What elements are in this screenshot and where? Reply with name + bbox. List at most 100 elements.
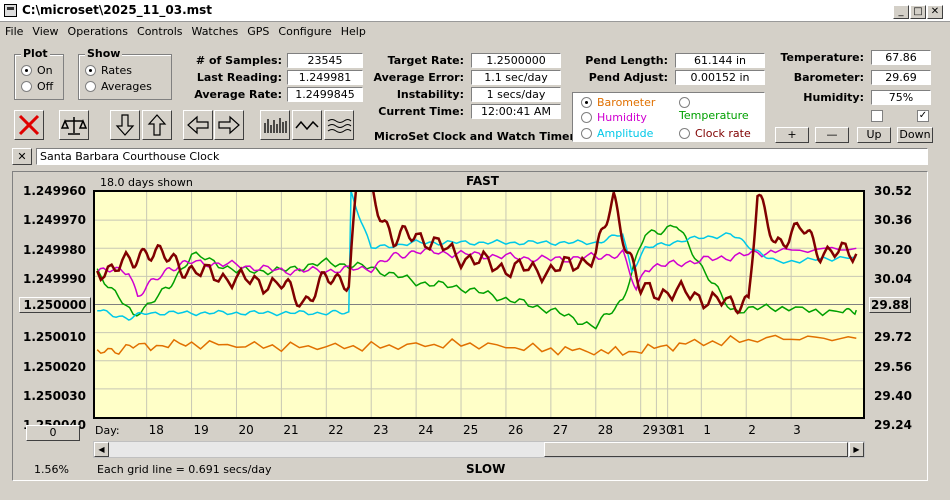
scroll-right-button[interactable]: ▶ [849, 442, 864, 457]
scroll-left-button[interactable]: ◀ [94, 442, 109, 457]
y-left-tick: 1.249980 [22, 242, 86, 257]
plot-group: Plot On Off [14, 47, 64, 100]
y-left-tick: 1.250010 [22, 330, 86, 345]
instability-value: 1 secs/day [471, 87, 561, 102]
minimize-button[interactable]: _ [893, 5, 909, 19]
center-sensor-button[interactable]: 29.88 [869, 297, 911, 313]
y-right-tick: 30.36 [874, 213, 912, 228]
target-rate-value: 1.2500000 [471, 53, 561, 68]
time-scrollbar[interactable]: ◀ ▶ [93, 441, 865, 458]
left-arrow-button[interactable] [183, 110, 213, 140]
show-rates-radio[interactable]: Rates [85, 64, 132, 77]
x-day-tick: 20 [238, 423, 254, 437]
x-day-tick: 19 [193, 423, 209, 437]
menu-file[interactable]: File [5, 25, 24, 38]
y-left-tick: 1.249960 [22, 184, 86, 198]
menu-configure[interactable]: Configure [278, 25, 332, 38]
arrow-left-icon [187, 115, 209, 135]
x-day-tick: 24 [418, 423, 434, 437]
scale-minus-button[interactable]: — [815, 127, 849, 143]
option-checkbox-2[interactable]: ✓ [917, 110, 929, 122]
series-line-0 [96, 334, 857, 357]
menu-operations[interactable]: Operations [67, 25, 129, 38]
barometer-value: 29.69 [871, 70, 931, 85]
average-error-label: Average Error: [373, 71, 464, 84]
menu-watches[interactable]: Watches [191, 25, 239, 38]
x-day-tick: 26 [507, 423, 524, 437]
pend-adjust-value: 0.00152 in [675, 70, 765, 85]
down-arrow-button[interactable] [110, 110, 140, 140]
x-day-tick: 29 [642, 423, 658, 437]
sensor-amplitude-radio[interactable]: Amplitude [581, 127, 653, 140]
balance-button[interactable] [59, 110, 89, 140]
sensor-temperature-radio[interactable]: Temperature [679, 96, 764, 122]
y-right-tick: 30.20 [874, 242, 912, 257]
scale-down-button[interactable]: Down [897, 127, 933, 143]
wave-view-button[interactable] [324, 110, 354, 140]
series-line-2 [96, 246, 857, 298]
plot-on-radio[interactable]: On [21, 64, 53, 77]
scale-up-button[interactable]: Up [857, 127, 891, 143]
humidity-value: 75% [871, 90, 931, 105]
offset-button[interactable]: 0 [26, 425, 80, 441]
arrow-up-icon [147, 114, 167, 136]
menu-view[interactable]: View [32, 25, 59, 38]
menu-controls[interactable]: Controls [137, 25, 183, 38]
sensor-clock-rate-radio[interactable]: Clock rate [679, 127, 751, 140]
close-window-button[interactable]: ✕ [927, 5, 943, 19]
y-left-tick: 1.250020 [22, 359, 86, 374]
show-averages-radio[interactable]: Averages [85, 80, 152, 93]
scroll-thumb[interactable] [544, 442, 848, 457]
last-reading-label: Last Reading: [196, 71, 282, 84]
plot-off-radio[interactable]: Off [21, 80, 53, 93]
temperature-value: 67.86 [871, 50, 931, 65]
up-arrow-button[interactable] [142, 110, 172, 140]
days-shown-label: 18.0 days shown [100, 176, 193, 189]
target-rate-label: Target Rate: [387, 54, 464, 67]
samples-value: 23545 [287, 53, 363, 68]
average-rate-value: 1.2499845 [287, 87, 363, 102]
plot-group-label: Plot [21, 47, 50, 60]
close-clock-button[interactable]: ✕ [12, 148, 32, 165]
sensor-barometer-radio[interactable]: Barometer [581, 96, 655, 109]
center-rate-button[interactable]: 1.250000 [19, 297, 91, 313]
x-day-tick: 1 [703, 423, 711, 437]
current-time-label: Current Time: [378, 105, 464, 118]
clock-name-field[interactable]: Santa Barbara Courthouse Clock [36, 148, 928, 165]
average-error-value: 1.1 sec/day [471, 70, 561, 85]
maximize-button[interactable]: □ [910, 5, 926, 19]
samples-label: # of Samples: [195, 54, 282, 67]
sensor-humidity-radio[interactable]: Humidity [581, 111, 647, 124]
y-right-tick: 30.52 [874, 184, 912, 198]
scale-plus-button[interactable]: + [775, 127, 809, 143]
menu-gps[interactable]: GPS [247, 25, 270, 38]
right-arrow-button[interactable] [214, 110, 244, 140]
pend-length-label: Pend Length: [585, 54, 668, 67]
fast-label: FAST [466, 174, 499, 188]
x-day-tick: 22 [328, 423, 344, 437]
menu-help[interactable]: Help [340, 25, 366, 38]
line-chart-icon [295, 120, 319, 131]
show-group: Show Rates Averages [78, 47, 172, 100]
option-checkbox-1[interactable] [871, 110, 883, 122]
x-day-tick: 27 [552, 423, 569, 437]
clear-button[interactable] [14, 110, 44, 140]
y-left-tick: 1.249990 [22, 271, 86, 286]
series-line-3 [97, 192, 857, 321]
barometer-label: Barometer: [793, 71, 864, 84]
wave-icon [327, 119, 352, 133]
x-day-tick: 31 [669, 423, 685, 437]
x-day-tick: 30 [658, 423, 674, 437]
line-view-button[interactable] [292, 110, 322, 140]
day-axis-label: Day: [95, 424, 120, 437]
y-right-tick: 29.40 [874, 388, 912, 403]
bar-view-button[interactable] [260, 110, 290, 140]
temperature-label: Temperature: [780, 51, 864, 64]
window-title: C:\microset\2025_11_03.mst [22, 3, 213, 17]
slow-label: SLOW [466, 462, 506, 476]
current-time-value: 12:00:41 AM [471, 104, 561, 119]
app-icon [4, 4, 17, 17]
grid-note: Each grid line = 0.691 secs/day [97, 463, 272, 476]
y-left-tick: 1.250030 [22, 388, 86, 403]
series-line-1 [96, 224, 858, 330]
